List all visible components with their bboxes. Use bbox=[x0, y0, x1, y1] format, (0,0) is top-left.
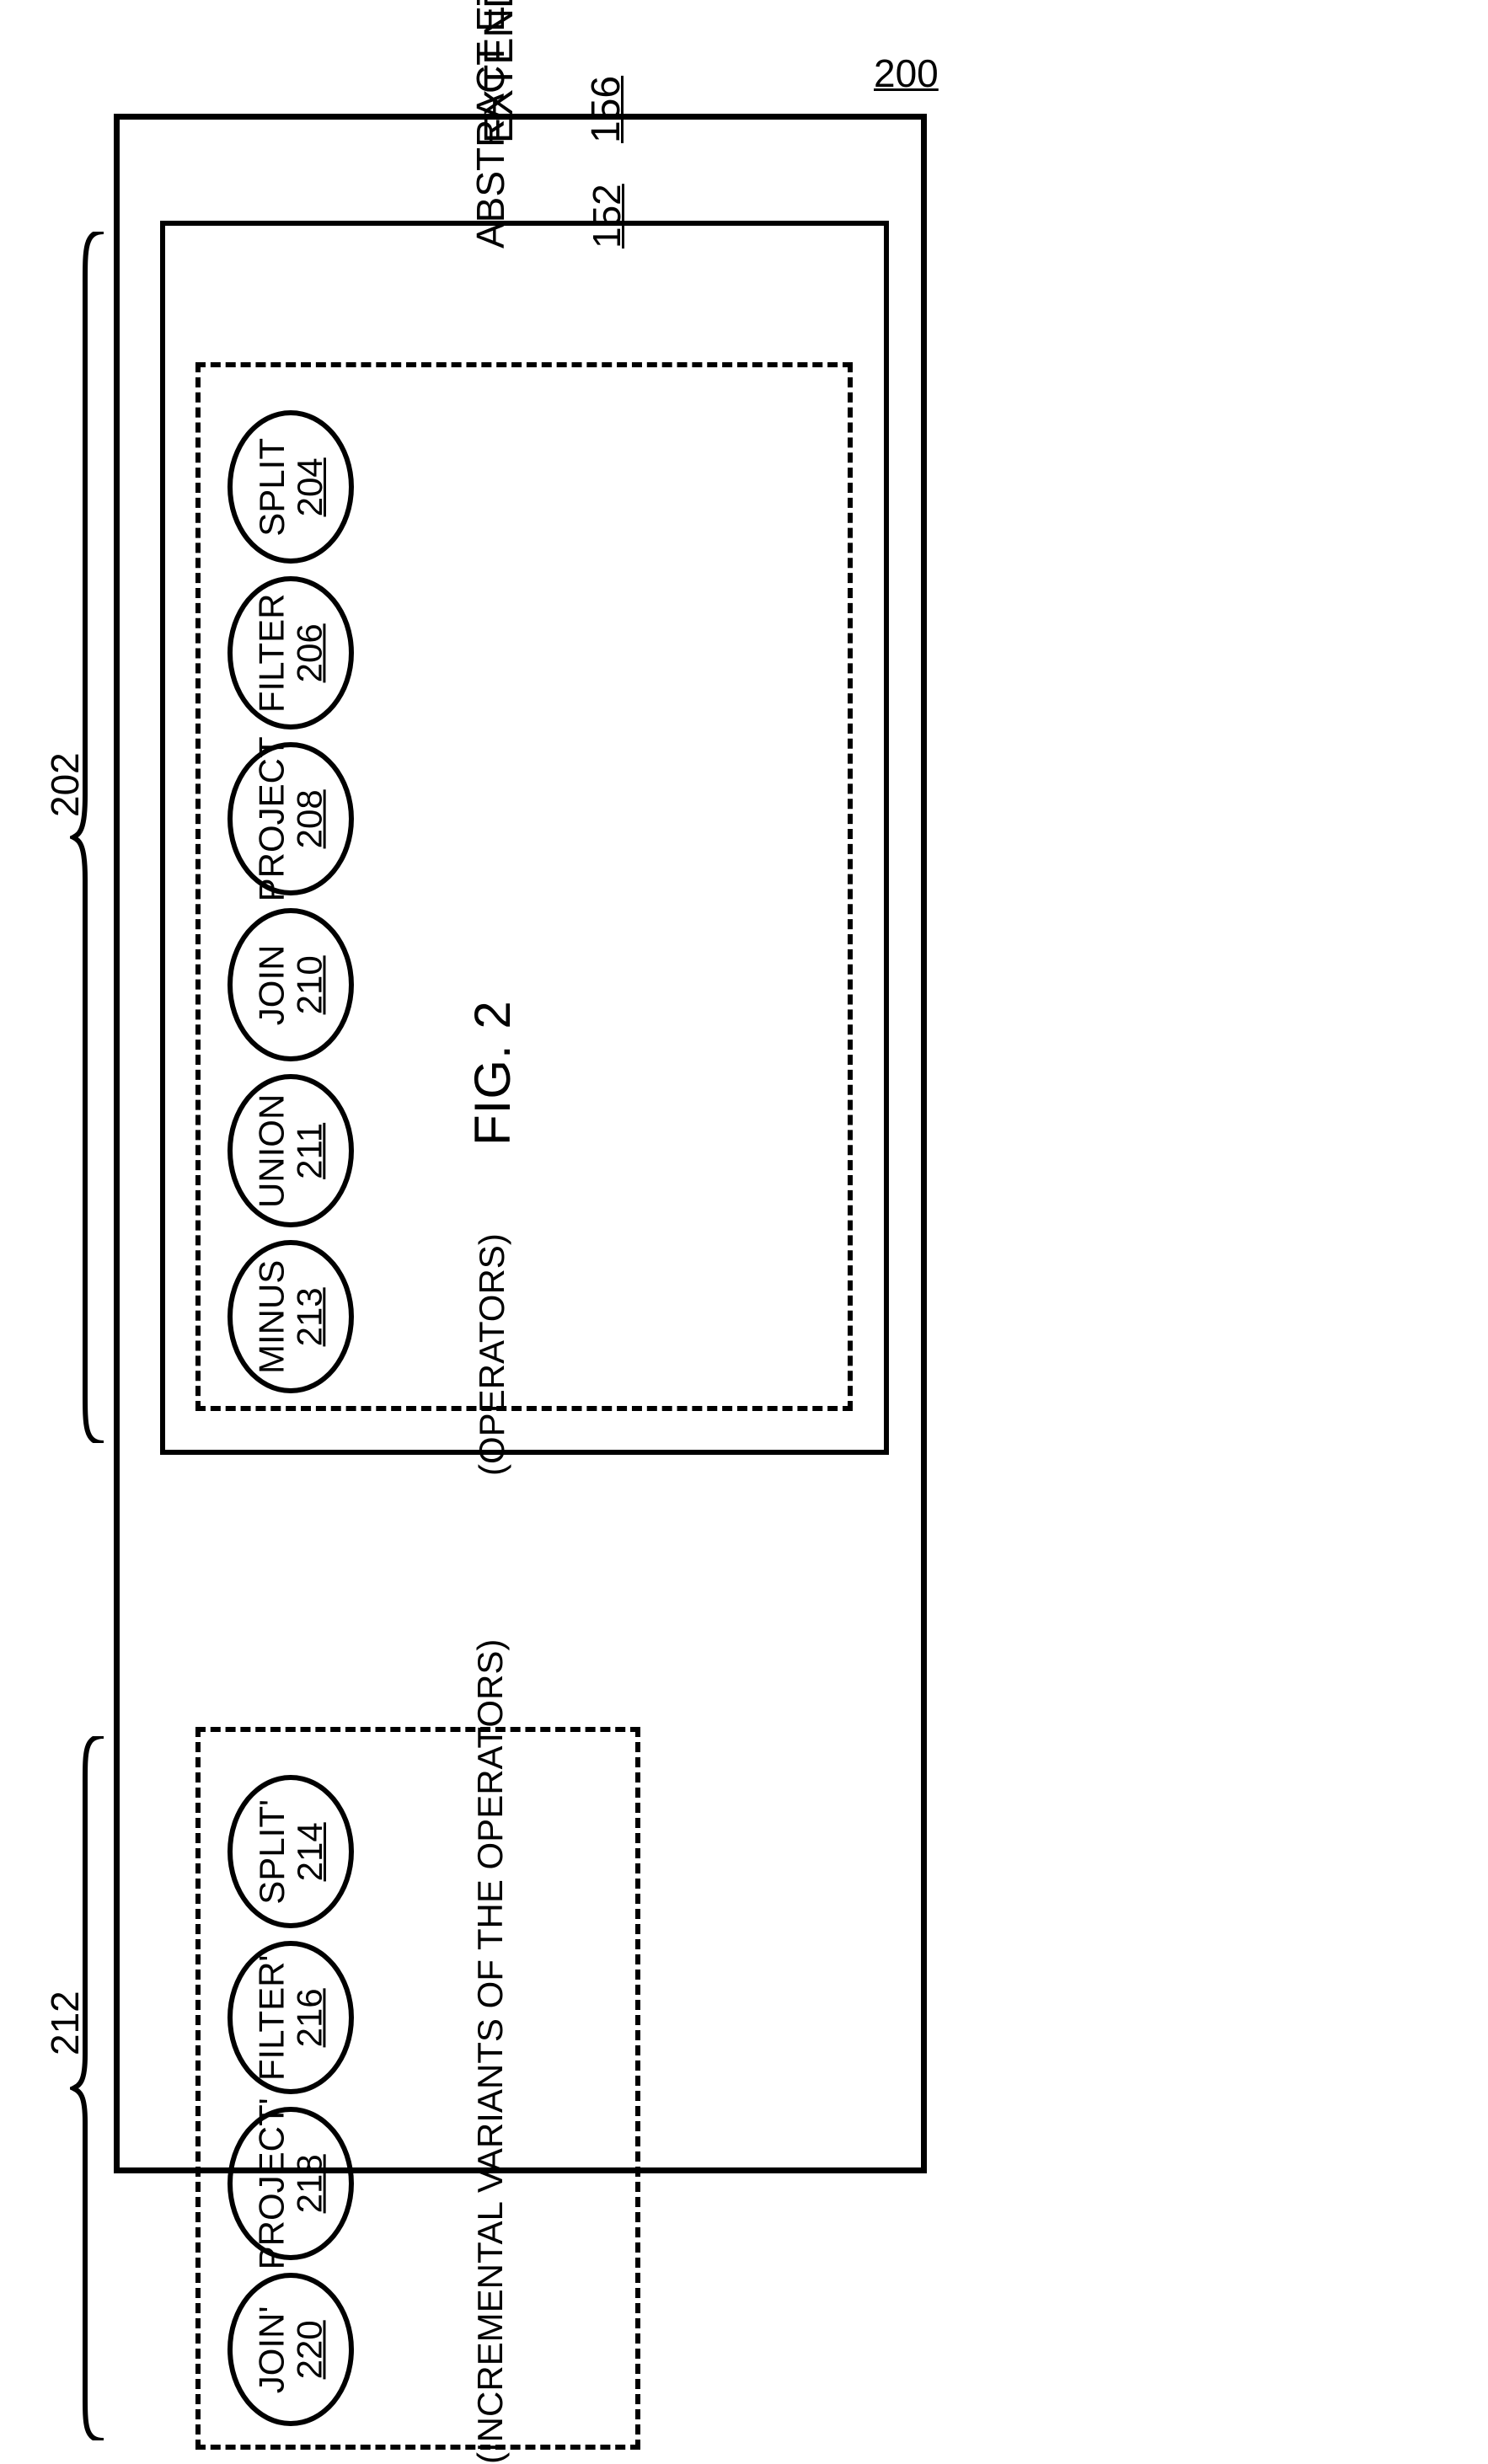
oval-label: JOIN'220 bbox=[253, 2306, 329, 2393]
abstract-oval-minus: MINUS213 bbox=[227, 1240, 354, 1393]
variant-oval-splitprime: SPLIT'214 bbox=[227, 1775, 354, 1928]
abstract-oval-project: PROJECT208 bbox=[227, 742, 354, 895]
figure-label: FIG. 2 bbox=[463, 1000, 522, 1146]
abstract-oval-join: JOIN210 bbox=[227, 908, 354, 1061]
variants-caption: (INCREMENTAL VARIANTS OF THE OPERATORS) bbox=[470, 1639, 511, 2464]
operators-caption: (OPERATORS) bbox=[472, 1233, 512, 1476]
oval-label: FILTER206 bbox=[253, 593, 329, 713]
oval-label: PROJECT'218 bbox=[253, 2098, 329, 2269]
abstract-label: ABSTRACT ETL OPERATOR MODEL bbox=[468, 0, 513, 249]
oval-label: UNION211 bbox=[253, 1093, 329, 1207]
variant-oval-joinprime: JOIN'220 bbox=[227, 2273, 354, 2426]
ref-200: 200 bbox=[874, 51, 939, 96]
abstract-ref: 152 bbox=[584, 184, 629, 249]
variant-oval-filterprime: FILTER'216 bbox=[227, 1941, 354, 2094]
brace-variants bbox=[70, 1736, 110, 2440]
abstract-oval-union: UNION211 bbox=[227, 1074, 354, 1227]
oval-label: MINUS213 bbox=[253, 1259, 329, 1373]
brace-operators bbox=[70, 232, 110, 1443]
oval-label: SPLIT204 bbox=[253, 438, 329, 537]
variant-oval-projectprime: PROJECT'218 bbox=[227, 2107, 354, 2260]
oval-label: SPLIT'214 bbox=[253, 1799, 329, 1905]
canvas: 200 EXTENDED ETL OPERATOR MODEL 156 ABST… bbox=[0, 0, 1488, 2390]
title-ref: 156 bbox=[583, 76, 629, 143]
abstract-oval-filter: FILTER206 bbox=[227, 576, 354, 730]
abstract-oval-split: SPLIT204 bbox=[227, 410, 354, 564]
brace-operators-ref: 202 bbox=[42, 752, 88, 817]
oval-label: FILTER'216 bbox=[253, 1954, 329, 2081]
oval-label: JOIN210 bbox=[253, 944, 329, 1025]
brace-variants-ref: 212 bbox=[42, 1991, 88, 2055]
oval-label: PROJECT208 bbox=[253, 736, 329, 901]
